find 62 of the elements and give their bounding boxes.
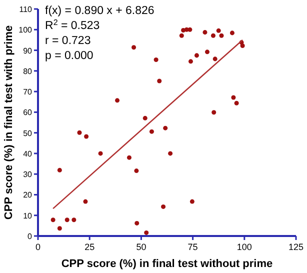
annotation: f(x) = 0.890 x + 6.826	[45, 5, 154, 17]
point	[179, 33, 184, 38]
x-axis-title: CPP score (%) in final test without prime	[61, 258, 273, 270]
point	[157, 78, 162, 84]
point	[212, 110, 216, 115]
point	[240, 43, 245, 48]
point	[115, 98, 120, 103]
x-tick-label: 0	[35, 242, 41, 252]
y-tick-label: 40	[23, 149, 33, 158]
point	[154, 58, 158, 62]
point	[149, 129, 154, 134]
point	[83, 199, 88, 204]
point	[144, 230, 149, 235]
point	[64, 218, 70, 222]
point	[50, 218, 56, 222]
x-tick-label: 50	[136, 242, 146, 252]
x-tick-label: 75	[188, 242, 198, 252]
point	[194, 53, 199, 58]
point	[216, 28, 221, 33]
x-tick-label: 125	[288, 242, 304, 252]
point	[142, 116, 148, 120]
y-tick-label: 100	[18, 26, 33, 35]
point	[231, 95, 236, 100]
point	[204, 50, 210, 54]
y-axis-title: CPP score (%) in final test with prime	[2, 25, 15, 220]
point	[202, 30, 208, 35]
point	[132, 45, 136, 50]
point	[126, 155, 132, 160]
point	[134, 168, 139, 174]
annotation: r = 0.723	[45, 35, 91, 47]
point	[188, 59, 193, 64]
point	[77, 130, 82, 135]
x-tick-label: 100	[236, 242, 252, 252]
x-tick-label: 25	[84, 242, 95, 252]
annotation: R$^{2}$ = 0.523	[45, 18, 100, 32]
point	[134, 220, 140, 226]
point	[98, 151, 103, 156]
y-tick-label: 110	[19, 5, 33, 14]
point	[163, 126, 168, 130]
y-tick-label: 10	[23, 211, 33, 220]
y-tick-label: 30	[23, 170, 33, 180]
point	[210, 33, 216, 38]
point	[57, 226, 62, 231]
point	[230, 30, 234, 36]
y-tick-label: 70	[23, 88, 33, 97]
y-tick-label: 50	[23, 128, 33, 138]
y-tick-label: 80	[23, 66, 33, 76]
annotation: p = 0.000	[45, 50, 94, 62]
point	[57, 168, 62, 172]
point	[84, 134, 89, 139]
point	[188, 27, 192, 32]
point	[212, 56, 218, 62]
point	[190, 199, 194, 204]
point	[219, 33, 224, 38]
point	[168, 151, 173, 156]
point	[161, 204, 166, 209]
point	[234, 100, 239, 106]
y-tick-label: 90	[23, 46, 33, 56]
y-tick-label: 60	[23, 108, 33, 118]
point	[72, 218, 76, 222]
y-tick-label: 20	[23, 190, 33, 200]
y-tick-label: 0	[28, 232, 33, 241]
